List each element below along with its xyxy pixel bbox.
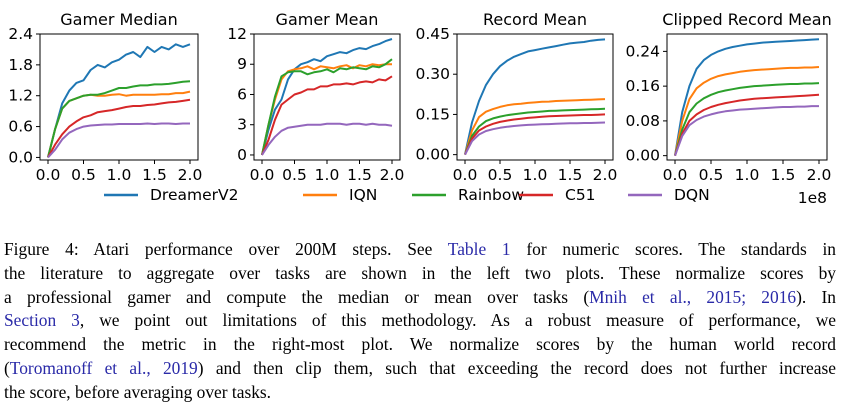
x-tick-label: 2.0 xyxy=(593,166,618,184)
y-tick-label: 1.2 xyxy=(8,87,33,105)
y-tick-label: 9 xyxy=(237,55,247,73)
chart-panel-3: Record Mean 0.0 0.5 1.0 1.5 2.0 0.00 0.15 0.30 0.… xyxy=(415,10,617,184)
legend-label: DreamerV2 xyxy=(150,186,238,204)
x-tick-label: 1.5 xyxy=(771,166,796,184)
series-line-dqn xyxy=(261,122,393,156)
x-tick-label: 1.5 xyxy=(142,166,167,184)
caption-line-2: the literature to aggregate over tasks a… xyxy=(4,262,836,283)
legend-label: IQN xyxy=(349,186,377,204)
series-line-rainbow xyxy=(47,80,191,158)
y-tick-label: 2.4 xyxy=(8,25,33,43)
x-tick-label: 0.0 xyxy=(36,166,61,184)
y-tick-label: 0.00 xyxy=(415,146,450,164)
caption-line-4: Section 3, we point out limitations of t… xyxy=(4,310,836,331)
chart-title: Gamer Mean xyxy=(276,10,379,29)
table-1-link[interactable]: Table 1 xyxy=(447,239,511,259)
series-line-rainbow xyxy=(261,58,393,156)
x-tick-label: 2.0 xyxy=(807,166,832,184)
x-tick-label: 1.0 xyxy=(523,166,548,184)
series-line-rainbow xyxy=(464,107,606,155)
y-tick-label: 0.45 xyxy=(415,25,450,43)
legend-item-iqn: IQN xyxy=(303,186,377,204)
x-tick-label: 0.5 xyxy=(699,166,724,184)
legend-item-dreamerv2: DreamerV2 xyxy=(104,186,238,204)
x-tick-label: 0.5 xyxy=(488,166,513,184)
series-line-iqn xyxy=(261,63,392,156)
legend-item-dqn: DQN xyxy=(628,186,710,204)
x-tick-label: 1.5 xyxy=(347,166,372,184)
series-line-dreamerv2 xyxy=(464,38,606,155)
x-axis-offset-label: 1e8 xyxy=(798,189,827,207)
y-tick-label: 0.30 xyxy=(415,65,450,83)
series-line-c51 xyxy=(47,98,191,158)
y-tick-label: 0.6 xyxy=(8,118,33,136)
y-tick-label: 0.00 xyxy=(625,147,660,165)
series-line-dreamerv2 xyxy=(674,38,820,156)
legend-label: Rainbow xyxy=(458,186,524,204)
series-line-c51 xyxy=(674,93,820,157)
series-line-iqn xyxy=(464,98,606,155)
figure-caption: Figure 4: Atari performance over 200M st… xyxy=(4,238,836,405)
series-line-dreamerv2 xyxy=(47,43,191,158)
plot-frame xyxy=(39,33,199,161)
x-tick-label: 0.5 xyxy=(282,166,307,184)
chart-panel-4: Clipped Record Mean 0.0 0.5 1.0 1.5 2.0 0.00 0.… xyxy=(625,10,831,207)
series-line-c51 xyxy=(464,113,606,156)
caption-line-5: recommend the metric in the right-most p… xyxy=(4,334,836,355)
y-tick-label: 0 xyxy=(237,146,247,164)
chart-panel-1: Gamer Median 0.0 0.5 1.0 1.5 2.0 0.0 0.6 1.2 1.8 2… xyxy=(8,10,202,184)
series-line-dreamerv2 xyxy=(261,38,393,156)
y-tick-label: 12 xyxy=(227,25,247,43)
chart-title: Record Mean xyxy=(483,10,587,29)
caption-line-1: Figure 4: Atari performance over 200M st… xyxy=(4,239,836,259)
chart-title: Clipped Record Mean xyxy=(662,10,831,29)
y-tick-label: 0.24 xyxy=(625,42,660,60)
y-tick-label: 0.08 xyxy=(625,112,660,130)
y-tick-label: 0.0 xyxy=(8,148,33,166)
y-tick-label: 3 xyxy=(237,116,247,134)
y-tick-label: 0.16 xyxy=(625,77,660,95)
citation-toromanoff-link[interactable]: Toromanoff et al., 2019 xyxy=(9,357,198,378)
x-tick-label: 0.0 xyxy=(663,166,688,184)
x-tick-label: 2.0 xyxy=(178,166,203,184)
y-tick-label: 1.8 xyxy=(8,56,33,74)
legend-item-c51: C51 xyxy=(519,186,596,204)
x-tick-label: 1.5 xyxy=(558,166,583,184)
series-line-c51 xyxy=(261,75,393,156)
series-line-iqn xyxy=(674,66,820,156)
legend: DreamerV2 IQN Rainbow C51 DQN xyxy=(104,186,710,204)
figure-4: Gamer Median 0.0 0.5 1.0 1.5 2.0 0.0 0.6 1.2 1.8 2… xyxy=(8,10,831,207)
x-tick-label: 0.0 xyxy=(250,166,275,184)
citation-mnih-link[interactable]: Mnih et al., 2015; 2016 xyxy=(589,286,797,307)
caption-line-3: a professional gamer and compute the med… xyxy=(4,286,836,307)
y-tick-label: 0.15 xyxy=(415,105,450,123)
x-tick-label: 1.0 xyxy=(735,166,760,184)
x-tick-label: 1.0 xyxy=(315,166,340,184)
chart-title: Gamer Median xyxy=(60,10,178,29)
caption-line-7: the score, before averaging over tasks. xyxy=(4,381,272,402)
series-line-dqn xyxy=(464,121,606,156)
x-tick-label: 2.0 xyxy=(380,166,405,184)
legend-item-rainbow: Rainbow xyxy=(412,186,524,204)
chart-panel-2: Gamer Mean 0.0 0.5 1.0 1.5 2.0 0 3 6 9 12 xyxy=(227,10,404,184)
x-tick-label: 0.5 xyxy=(71,166,96,184)
legend-label: C51 xyxy=(565,186,596,204)
legend-label: DQN xyxy=(674,186,710,204)
series-line-dqn xyxy=(47,122,190,159)
series-line-dqn xyxy=(674,105,819,157)
x-tick-label: 1.0 xyxy=(107,166,132,184)
caption-line-6: (Toromanoff et al., 2019) and then clip … xyxy=(4,357,836,378)
section-3-link[interactable]: Section 3 xyxy=(4,310,80,331)
x-tick-label: 0.0 xyxy=(453,166,478,184)
y-tick-label: 6 xyxy=(237,85,247,103)
series-line-rainbow xyxy=(674,82,820,156)
